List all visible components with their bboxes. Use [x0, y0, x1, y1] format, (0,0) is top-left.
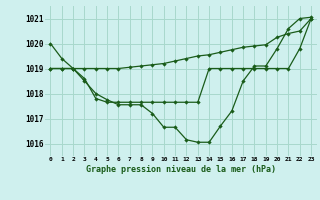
X-axis label: Graphe pression niveau de la mer (hPa): Graphe pression niveau de la mer (hPa)	[86, 165, 276, 174]
